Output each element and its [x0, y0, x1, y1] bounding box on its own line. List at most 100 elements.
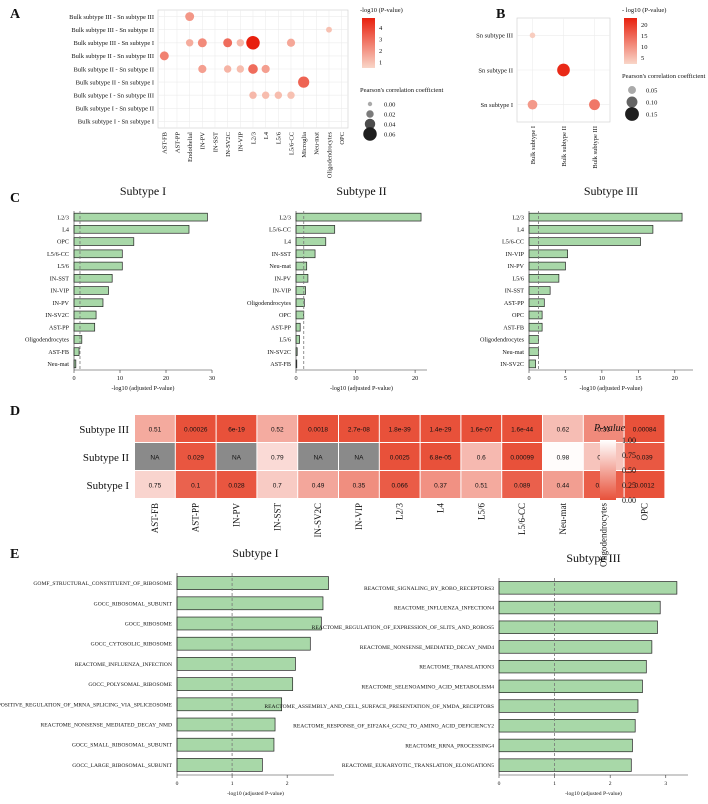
- heatmap-column-label: AST-FB: [150, 503, 160, 533]
- bar: [528, 359, 536, 369]
- column-label: Endothelial: [187, 132, 194, 162]
- legend-color-tick: 2: [379, 48, 382, 55]
- bar-category-label: L5/6: [57, 263, 69, 270]
- heatmap-cell: [216, 415, 257, 442]
- column-label: Bulk subtype III: [592, 126, 599, 169]
- bar: [176, 677, 294, 691]
- bar: [528, 249, 568, 259]
- heatmap-cell-value: 0.51: [475, 483, 488, 490]
- bar-category-label: Oligodendrocytes: [480, 337, 525, 344]
- heatmap-cell: [543, 471, 583, 498]
- heatmap-cell-value: 0.75: [149, 483, 162, 490]
- legend-color-title: - log10 (P-value): [622, 7, 666, 14]
- heatmap-cell-value: 0.00026: [184, 427, 208, 434]
- data-point: [557, 63, 570, 77]
- bar: [176, 737, 275, 752]
- bar-category-label: Neu-mat: [47, 361, 69, 368]
- chart-title: Subtype I: [120, 184, 166, 198]
- column-label: L2/3: [250, 132, 257, 144]
- heatmap-cell-value: 0.066: [392, 483, 409, 490]
- legend-size-tick: 0.05: [646, 88, 657, 95]
- bar-category-label: AST-PP: [271, 324, 292, 331]
- data-point: [223, 65, 232, 73]
- bar-category-label: L2/3: [512, 214, 524, 221]
- legend-color-title: -log10 (P-value): [360, 7, 403, 14]
- heatmap-cell: [379, 471, 420, 498]
- heatmap-cell: [339, 415, 379, 442]
- x-tick-label: 2: [609, 781, 612, 787]
- legend-size-dot: [366, 110, 374, 118]
- bar-category-label: OPC: [279, 312, 291, 319]
- heatmap-cell-value: 0.6: [477, 455, 486, 462]
- column-label: L5/6: [276, 131, 283, 144]
- data-point: [261, 91, 270, 99]
- column-label: IN-SST: [212, 132, 219, 152]
- x-axis-label: -log10 (adjusted P-value): [580, 385, 643, 392]
- heatmap-cell-value: 0.0018: [308, 427, 328, 434]
- heatmap-column-label: Neu-mat: [558, 503, 568, 535]
- bar-category-label: AST-PP: [504, 300, 525, 307]
- bar-category-label: IN-PV: [53, 300, 70, 307]
- heatmap-column-label: IN-VIP: [354, 503, 364, 530]
- row-label: Bulk subtype I - Sn subtype III: [73, 93, 154, 100]
- bar-category-label: REACTOME_SELENOAMINO_ACID_METABOLISM4: [362, 684, 495, 690]
- heatmap-cell-value: 6e-19: [228, 427, 245, 434]
- legend-color-tick: 4: [379, 25, 383, 32]
- heatmap-cell-value: 0.029: [188, 455, 205, 462]
- data-point: [527, 99, 538, 110]
- bar: [528, 212, 683, 222]
- column-label: L4: [263, 131, 270, 139]
- heatmap-cell: [298, 471, 338, 498]
- heatmap-cell: [624, 415, 665, 442]
- chart-title: Subtype II: [336, 184, 386, 198]
- panel-label-d: D: [10, 404, 20, 419]
- legend-size-dot: [626, 96, 638, 108]
- bar: [176, 596, 324, 611]
- legend-size-dot: [367, 101, 373, 107]
- heatmap-cell-value: 0.35: [353, 483, 366, 490]
- heatmap-cell: [298, 415, 338, 442]
- x-tick-label: 0: [176, 781, 179, 787]
- x-tick-label: 0: [72, 375, 75, 382]
- heatmap-cell-value: 0.98: [557, 455, 570, 462]
- row-label: Bulk subtype I - Sn subtype II: [76, 106, 154, 113]
- heatmap-column-label: L5/6: [476, 503, 486, 520]
- heatmap-cell-value: 6.8e-05: [429, 455, 451, 462]
- bar: [73, 237, 135, 246]
- bar: [73, 310, 97, 320]
- heatmap-cell: [420, 443, 461, 470]
- bar: [498, 679, 643, 694]
- bar: [295, 298, 305, 307]
- panel-label-a: A: [10, 7, 21, 22]
- bar-category-label: GOCC_LARGE_RIBOSOMAL_SUBUNIT: [72, 763, 172, 769]
- bar: [528, 335, 539, 344]
- column-label: IN-VIP: [238, 132, 245, 152]
- heatmap-cell-value: 1.6e-07: [470, 427, 492, 434]
- bar: [176, 616, 322, 631]
- row-label: Bulk subtype III - Sn subtype III: [69, 14, 154, 21]
- data-point: [298, 76, 310, 88]
- legend-size-tick: 0.04: [384, 122, 396, 129]
- column-label: L5/6-CC: [288, 132, 295, 155]
- heatmap-cell: [339, 471, 379, 498]
- heatmap-cell: [502, 415, 542, 442]
- heatmap-cell: [461, 415, 502, 442]
- heatmap-cell: [257, 415, 298, 442]
- heatmap-column-label: AST-PP: [191, 503, 201, 532]
- bar-category-label: L4: [284, 239, 291, 246]
- x-tick-label: 1: [553, 781, 556, 787]
- data-point: [198, 64, 207, 74]
- bar-category-label: L5/6-CC: [47, 251, 69, 258]
- legend-size-title: Pearson's correlation coefficient: [360, 87, 444, 94]
- heatmap-cell: [379, 415, 420, 442]
- heatmap-row-label: Subtype III: [79, 424, 129, 436]
- legend-size-tick: 0.00: [384, 102, 395, 109]
- bar-category-label: REACTOME_SIGNALING_BY_ROBO_RECEPTORS3: [364, 586, 494, 592]
- bar-category-label: GOCC_CYTOSOLIC_RIBOSOME: [91, 642, 173, 648]
- bar-category-label: L5/6: [512, 275, 524, 282]
- bar: [498, 719, 636, 733]
- x-tick-label: 20: [412, 375, 418, 382]
- heatmap-cell-value: 0.0012: [635, 483, 655, 490]
- heatmap-cell: [175, 443, 216, 470]
- bar-category-label: IN-PV: [508, 263, 525, 270]
